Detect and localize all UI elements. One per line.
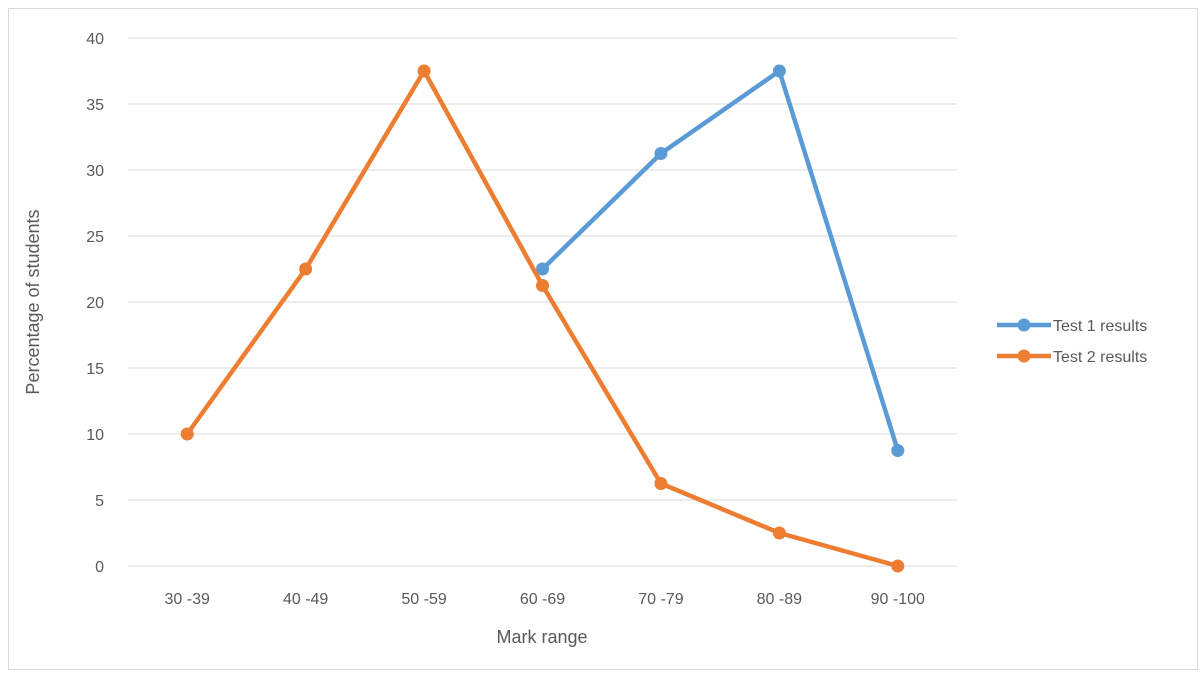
y-tick-label: 20 bbox=[86, 295, 104, 312]
legend: Test 1 results Test 2 results bbox=[997, 318, 1147, 366]
series-1 bbox=[536, 64, 905, 457]
data-point bbox=[536, 262, 549, 276]
data-point bbox=[180, 427, 194, 441]
x-tick-label: 90 -100 bbox=[871, 591, 925, 608]
x-tick-label: 50 -59 bbox=[401, 591, 446, 608]
data-point bbox=[891, 559, 905, 573]
legend-item: Test 1 results bbox=[997, 318, 1147, 335]
legend-label: Test 2 results bbox=[1053, 349, 1147, 366]
y-axis: 0 5 10 15 20 25 30 35 40 bbox=[86, 31, 104, 576]
data-point bbox=[654, 477, 668, 490]
y-tick-label: 25 bbox=[86, 229, 104, 246]
data-point bbox=[772, 64, 786, 78]
data-point bbox=[654, 147, 668, 160]
legend-item: Test 2 results bbox=[997, 349, 1147, 366]
series-line bbox=[184, 68, 901, 569]
legend-swatch-marker bbox=[1017, 318, 1031, 332]
y-tick-label: 40 bbox=[86, 31, 104, 48]
series-2 bbox=[180, 64, 905, 573]
y-tick-label: 35 bbox=[86, 97, 104, 114]
y-tick-label: 15 bbox=[86, 361, 104, 378]
data-point bbox=[536, 279, 549, 292]
chart-frame bbox=[8, 8, 1198, 670]
y-tick-label: 30 bbox=[86, 163, 104, 180]
legend-label: Test 1 results bbox=[1053, 318, 1147, 335]
x-tick-label: 60 -69 bbox=[520, 591, 565, 608]
legend-swatch-marker bbox=[1017, 349, 1031, 363]
y-tick-label: 0 bbox=[95, 559, 104, 576]
series-lines bbox=[180, 64, 905, 573]
data-point bbox=[772, 526, 786, 540]
x-tick-label: 40 -49 bbox=[283, 591, 328, 608]
data-point bbox=[417, 64, 431, 78]
x-tick-label: 30 -39 bbox=[165, 591, 210, 608]
x-tick-label: 70 -79 bbox=[638, 591, 683, 608]
data-point bbox=[299, 262, 313, 276]
gridlines bbox=[128, 37, 957, 567]
y-axis-title: Percentage of students bbox=[23, 209, 43, 394]
series-line bbox=[540, 68, 901, 453]
y-tick-label: 5 bbox=[95, 493, 104, 510]
x-axis-title: Mark range bbox=[496, 627, 587, 647]
data-point bbox=[891, 444, 905, 457]
y-tick-label: 10 bbox=[86, 427, 104, 444]
x-axis: 30 -39 40 -49 50 -59 60 -69 70 -79 80 -89 90 -… bbox=[165, 591, 925, 608]
x-tick-label: 80 -89 bbox=[757, 591, 802, 608]
